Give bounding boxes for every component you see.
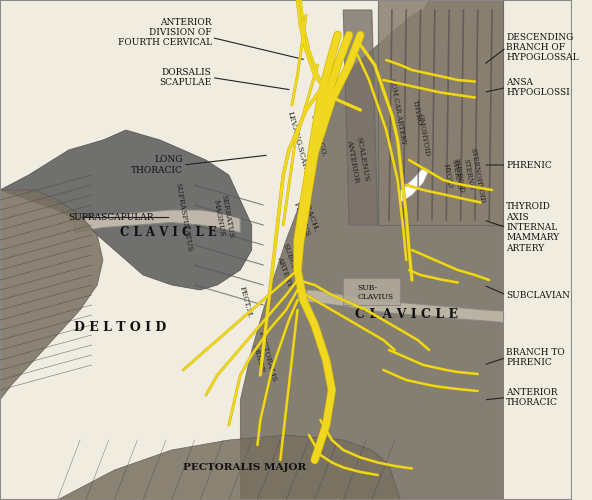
Polygon shape (401, 168, 429, 202)
Text: LEV.ANG.SCAP.: LEV.ANG.SCAP. (286, 110, 309, 170)
Text: SCALENUS
ANTERIOR: SCALENUS ANTERIOR (345, 136, 370, 184)
Text: LONG
THORACIC: LONG THORACIC (131, 156, 183, 174)
Text: BRANCH TO
PHRENIC: BRANCH TO PHRENIC (506, 348, 565, 367)
Polygon shape (343, 10, 378, 225)
Polygon shape (0, 130, 252, 290)
Text: SUBCLAVIAN: SUBCLAVIAN (506, 290, 570, 300)
Polygon shape (0, 190, 103, 400)
Polygon shape (298, 290, 503, 322)
Text: STERNO
HYOID: STERNO HYOID (441, 158, 463, 192)
Text: SUPRASCAPULAR: SUPRASCAPULAR (69, 213, 154, 222)
Text: PECT.M.: PECT.M. (238, 286, 254, 320)
Text: STERNO
THYROID: STERNO THYROID (452, 156, 475, 194)
Text: D E L T O I D: D E L T O I D (75, 321, 166, 334)
Polygon shape (75, 210, 240, 233)
Text: SUB-
CLAVIUS: SUB- CLAVIUS (358, 284, 394, 301)
Text: SCN.M.CO.: SCN.M.CO. (308, 113, 327, 157)
Polygon shape (57, 435, 401, 500)
Bar (343, 278, 401, 305)
Text: THYRO: THYRO (411, 99, 424, 126)
Text: C L A V I C L E: C L A V I C L E (120, 226, 217, 239)
Text: STERNOHYOID: STERNOHYOID (469, 146, 487, 204)
Text: PECTORALIS
MINOR: PECTORALIS MINOR (248, 330, 278, 385)
Text: SUPRASPINATUS: SUPRASPINATUS (173, 182, 193, 253)
Bar (378, 0, 503, 225)
Text: OMOHYOID: OMOHYOID (416, 113, 431, 157)
Text: DORSALIS
SCAPULAE: DORSALIS SCAPULAE (159, 68, 212, 87)
Text: ANSA
HYPOGLOSSI: ANSA HYPOGLOSSI (506, 78, 570, 97)
Text: PHRENIC: PHRENIC (506, 160, 552, 170)
Text: C L A V I C L E: C L A V I C L E (355, 308, 458, 322)
Text: COM.CAR.ARTERY: COM.CAR.ARTERY (388, 78, 407, 146)
Text: BRACH.
PLEXUS: BRACH. PLEXUS (292, 198, 320, 237)
Text: DESCENDING
BRANCH OF
HYPOGLOSSAL: DESCENDING BRANCH OF HYPOGLOSSAL (506, 32, 579, 62)
Text: PECTORALIS MAJOR: PECTORALIS MAJOR (183, 463, 306, 472)
Text: ANTERIOR
THORACIC: ANTERIOR THORACIC (506, 388, 558, 407)
Text: SERRATUS
MAGNUS: SERRATUS MAGNUS (211, 194, 236, 241)
Polygon shape (240, 0, 503, 500)
Text: SUBCLAVIAN
ARTERY: SUBCLAVIAN ARTERY (272, 242, 306, 298)
Text: THYROID
AXIS
INTERNAL
MAMMARY
ARTERY: THYROID AXIS INTERNAL MAMMARY ARTERY (506, 202, 559, 253)
Text: ANTERIOR
DIVISION OF
FOURTH CERVICAL: ANTERIOR DIVISION OF FOURTH CERVICAL (118, 18, 212, 48)
